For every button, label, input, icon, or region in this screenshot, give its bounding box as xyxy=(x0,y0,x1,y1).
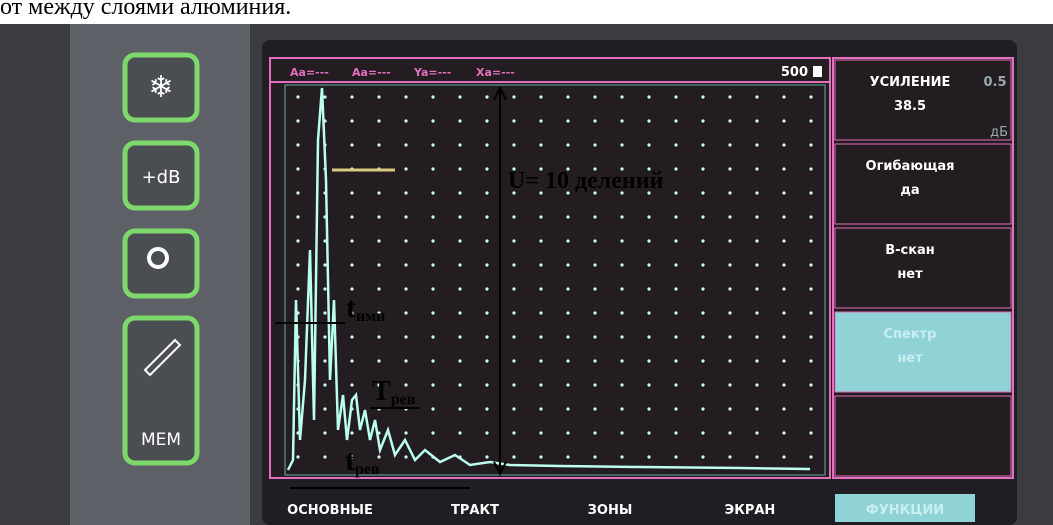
range: 500 xyxy=(781,65,808,80)
menu-value: нет xyxy=(897,267,923,282)
button-label: MEM xyxy=(141,430,181,450)
menu-label: Спектр xyxy=(883,327,936,342)
main: t xyxy=(346,291,356,324)
readout: Aa=--- xyxy=(352,66,391,79)
main: t xyxy=(345,444,355,477)
caption: от между слоями алюминия. xyxy=(0,0,291,20)
menu-item[interactable] xyxy=(835,228,1011,308)
menu-step: 0.5 xyxy=(983,75,1006,90)
amplitude-label: U= 10 делений xyxy=(508,168,664,194)
battery xyxy=(813,66,822,77)
sub: рев xyxy=(355,461,380,478)
menu-label: УСИЛЕНИЕ xyxy=(870,75,951,90)
readout: Aa=--- xyxy=(290,66,329,79)
tab[interactable]: ЭКРАН xyxy=(725,503,776,518)
menu-unit: дБ xyxy=(990,125,1008,140)
sub: рев xyxy=(391,391,416,408)
snowflake-icon: ❄ xyxy=(148,70,173,105)
photo: от между слоями алюминия. ❄ +dB MEM Aa=-… xyxy=(0,0,1053,525)
tab[interactable]: ОСНОВНЫЕ xyxy=(287,503,373,518)
menu-value: нет xyxy=(897,351,923,366)
tab[interactable]: ЗОНЫ xyxy=(588,503,633,518)
side-items: УСИЛЕНИЕ 38.5 0.5 дБ Огибающая да В-скан нет Спе… xyxy=(835,60,1011,476)
menu-label: Огибающая xyxy=(866,159,955,174)
button-search[interactable] xyxy=(125,231,197,296)
menu-item[interactable] xyxy=(835,312,1011,392)
tab[interactable]: ТРАКТ xyxy=(451,503,499,518)
page: от между слоями алюминия. ❄ +dB MEM Aa=-… xyxy=(0,0,1053,525)
menu-item[interactable] xyxy=(835,144,1011,224)
tab[interactable]: ФУНКЦИИ xyxy=(866,503,944,518)
buttons: ❄ +dB MEM xyxy=(125,55,197,463)
menu-value: 38.5 xyxy=(894,99,926,114)
sub: имп xyxy=(356,308,385,325)
menu-value: да xyxy=(900,183,919,198)
menu-label: В-скан xyxy=(885,243,935,258)
readout: Xa=--- xyxy=(476,66,515,79)
button-label: +dB xyxy=(142,167,181,188)
menu-item xyxy=(835,396,1011,476)
readout: Ya=--- xyxy=(413,66,451,79)
main: T xyxy=(372,376,391,407)
